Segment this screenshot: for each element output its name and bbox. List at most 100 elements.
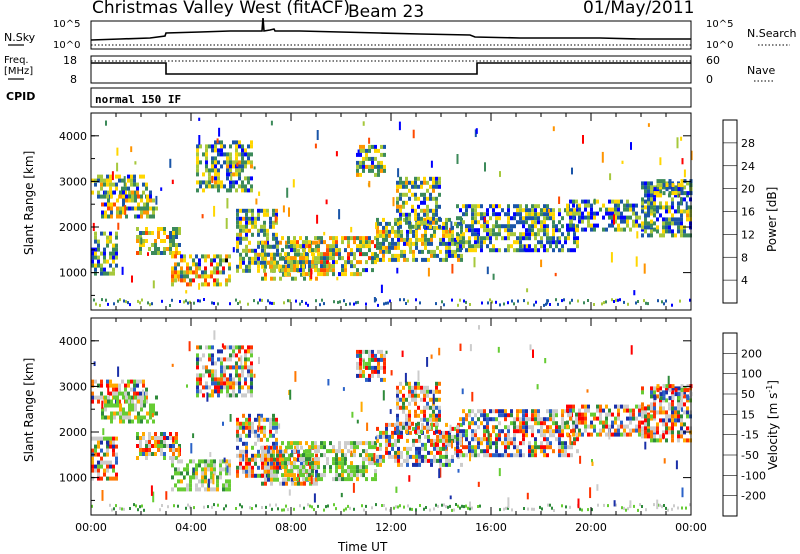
echo-cell bbox=[406, 438, 409, 443]
echo-cell bbox=[91, 448, 94, 453]
echo-cell bbox=[222, 270, 225, 275]
echo-cell bbox=[543, 232, 546, 237]
echo-cell bbox=[629, 428, 632, 433]
echo-cell bbox=[261, 252, 264, 257]
echo-cell bbox=[91, 190, 94, 195]
echo-cell bbox=[154, 452, 157, 456]
echo-cell bbox=[495, 445, 498, 450]
echo-cell bbox=[113, 302, 115, 306]
echo-cell bbox=[297, 252, 300, 257]
echo-cell bbox=[308, 469, 311, 474]
echo-cell bbox=[238, 152, 241, 157]
echo-cell bbox=[276, 240, 279, 245]
echo-cell bbox=[383, 164, 386, 169]
echo-cell bbox=[103, 271, 106, 276]
echo-cell bbox=[376, 462, 379, 467]
echo-cell bbox=[189, 483, 192, 488]
velocity-cells bbox=[91, 325, 693, 512]
echo-cell bbox=[680, 229, 683, 234]
echo-cell bbox=[436, 253, 439, 258]
echo-cell bbox=[196, 389, 199, 394]
echo-cell bbox=[445, 253, 448, 258]
echo-cell bbox=[263, 228, 266, 233]
echo-cell bbox=[504, 449, 507, 454]
echo-cell bbox=[368, 137, 371, 144]
echo-cell bbox=[399, 381, 402, 386]
echo-cell bbox=[171, 363, 174, 367]
echo-cell bbox=[457, 469, 460, 473]
echo-cell bbox=[202, 172, 205, 177]
echo-cell bbox=[427, 458, 430, 463]
echo-cell bbox=[118, 174, 121, 179]
echo-cell bbox=[549, 413, 552, 418]
echo-cell bbox=[236, 433, 239, 438]
echo-cell bbox=[406, 241, 409, 246]
echo-cell bbox=[368, 156, 371, 161]
echo-cell bbox=[480, 216, 483, 221]
echo-cell bbox=[507, 228, 510, 233]
echo-cell bbox=[341, 473, 344, 478]
echo-cell bbox=[169, 231, 172, 235]
echo-cell bbox=[462, 220, 465, 225]
echo-cell bbox=[546, 445, 549, 450]
echo-cell bbox=[109, 444, 112, 449]
echo-cell bbox=[385, 450, 388, 455]
echo-cell bbox=[451, 263, 454, 274]
echo-cell bbox=[128, 403, 131, 408]
echo-cell bbox=[525, 421, 528, 426]
echo-cell bbox=[316, 130, 319, 141]
echo-cell bbox=[399, 176, 402, 181]
echo-cell bbox=[136, 235, 139, 239]
echo-cell bbox=[171, 282, 174, 287]
echo-cell bbox=[127, 391, 130, 396]
echo-cell bbox=[219, 471, 222, 476]
echo-cell bbox=[385, 446, 388, 451]
echo-cell bbox=[659, 205, 662, 210]
echo-cell bbox=[177, 504, 179, 508]
echo-cell bbox=[201, 459, 204, 464]
echo-cell bbox=[100, 186, 103, 191]
echo-cell bbox=[566, 424, 569, 429]
echo-cell bbox=[644, 221, 647, 226]
echo-cell bbox=[668, 179, 672, 184]
echo-cell bbox=[635, 219, 638, 224]
echo-cell bbox=[486, 228, 489, 233]
echo-cell bbox=[134, 194, 137, 199]
echo-cell bbox=[477, 453, 480, 458]
echo-cell bbox=[250, 160, 253, 165]
echo-cell bbox=[314, 256, 317, 261]
echo-cell bbox=[584, 424, 587, 429]
echo-cell bbox=[661, 505, 663, 509]
echo-cell bbox=[677, 183, 681, 188]
echo-cell bbox=[100, 194, 103, 199]
echo-cell bbox=[326, 244, 329, 249]
echo-cell bbox=[439, 462, 442, 467]
echo-cell bbox=[656, 217, 659, 222]
echo-cell bbox=[131, 194, 134, 199]
echo-cell bbox=[659, 179, 663, 184]
echo-cell bbox=[513, 224, 516, 229]
echo-cell bbox=[211, 373, 214, 378]
echo-cell bbox=[435, 429, 438, 434]
echo-cell bbox=[620, 227, 623, 232]
echo-cell bbox=[223, 345, 226, 350]
echo-cell bbox=[633, 504, 635, 508]
echo-cell bbox=[551, 506, 553, 510]
echo-cell bbox=[510, 441, 513, 446]
echo-cell bbox=[296, 445, 299, 450]
echo-cell bbox=[423, 405, 426, 410]
echo-cell bbox=[167, 505, 169, 509]
echo-cell bbox=[528, 425, 531, 430]
echo-cell bbox=[139, 436, 142, 440]
echo-cell bbox=[674, 209, 677, 214]
echo-cell bbox=[245, 220, 248, 225]
echo-cell bbox=[247, 156, 250, 161]
echo-cell bbox=[373, 453, 376, 463]
echo-cell bbox=[549, 208, 552, 213]
echo-cell bbox=[674, 221, 677, 226]
echo-cell bbox=[198, 262, 201, 267]
echo-cell bbox=[175, 227, 178, 231]
echo-cell bbox=[306, 473, 309, 478]
echo-cell bbox=[266, 457, 269, 462]
